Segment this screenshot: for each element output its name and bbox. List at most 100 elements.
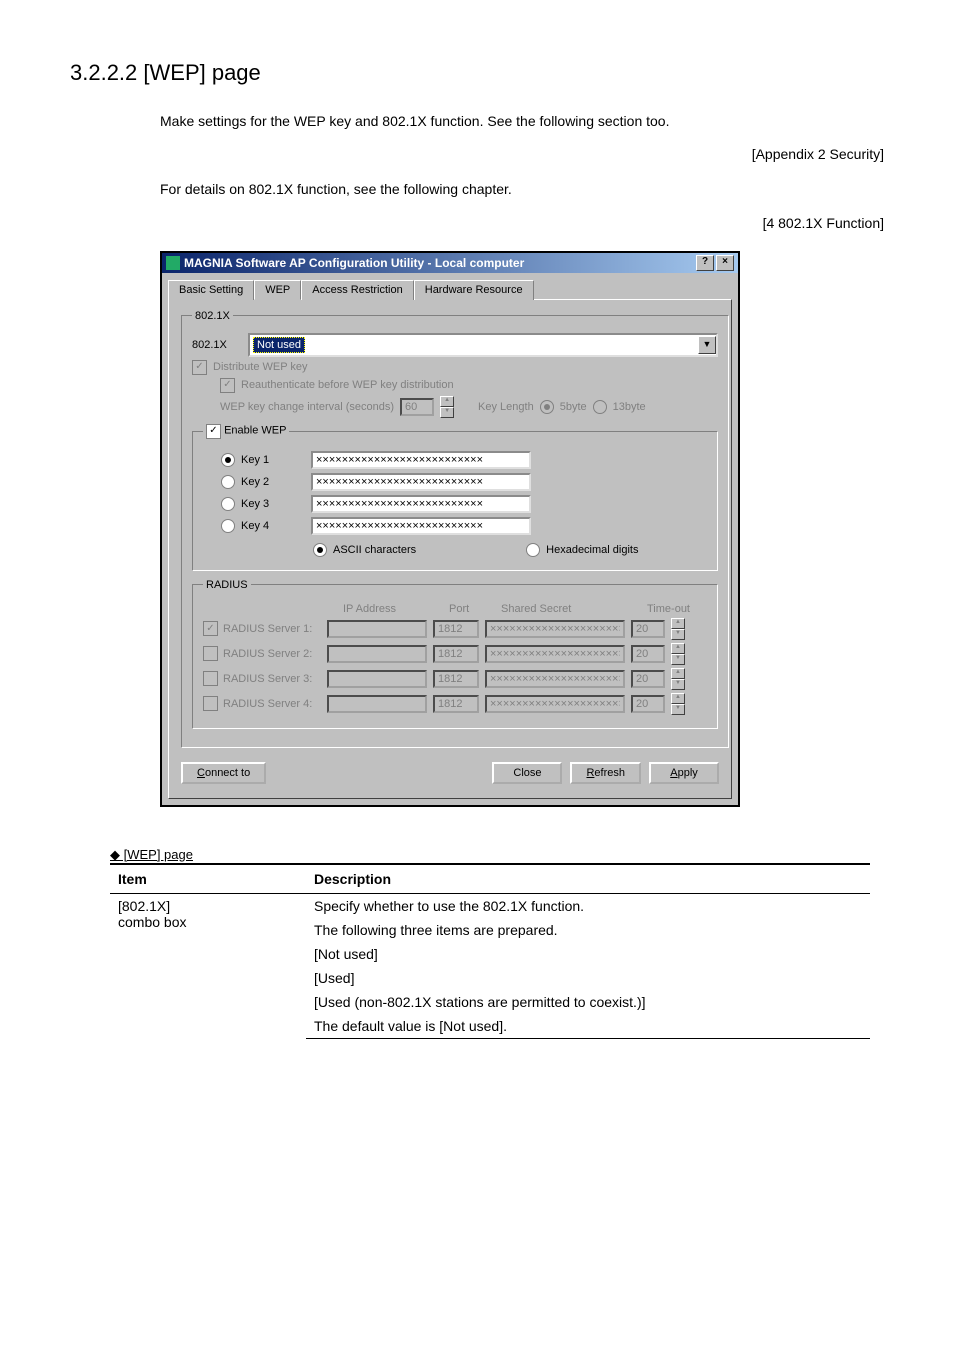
group-enable-wep: ✓ Enable WEP Key 1Key 2Key 3Key 4 ASCII … bbox=[192, 424, 718, 571]
spinner-radius-timeout-4: ▲▼ bbox=[671, 693, 685, 715]
legend-radius: RADIUS bbox=[203, 579, 251, 591]
col-item: Item bbox=[110, 864, 306, 894]
legend-8021x: 802.1X bbox=[192, 310, 233, 322]
radio-5byte bbox=[540, 400, 554, 414]
tab-access-restriction[interactable]: Access Restriction bbox=[301, 280, 413, 300]
close-icon[interactable]: × bbox=[716, 255, 734, 271]
checkbox-enable-wep[interactable]: ✓ bbox=[206, 424, 221, 439]
input-radius-ip-2 bbox=[327, 645, 427, 663]
spinner-radius-timeout-2: ▲▼ bbox=[671, 643, 685, 665]
table-caption: ◆ [WEP] page bbox=[110, 847, 884, 863]
input-radius-timeout-2 bbox=[631, 645, 665, 663]
help-button[interactable]: ? bbox=[696, 255, 714, 271]
label-hex: Hexadecimal digits bbox=[546, 544, 638, 556]
input-radius-timeout-3 bbox=[631, 670, 665, 688]
radius-row: RADIUS Server 4: ▲▼ bbox=[203, 693, 707, 715]
input-radius-secret-2 bbox=[485, 645, 625, 663]
input-radius-timeout-4 bbox=[631, 695, 665, 713]
radius-head-secret: Shared Secret bbox=[501, 603, 641, 615]
label-key-4: Key 4 bbox=[241, 520, 269, 532]
radio-13byte bbox=[593, 400, 607, 414]
input-radius-ip-1 bbox=[327, 620, 427, 638]
desc-line: [Not used] bbox=[306, 942, 870, 966]
label-keylen: Key Length bbox=[478, 401, 534, 413]
desc-line: The following three items are prepared. bbox=[306, 918, 870, 942]
wep-key-row: Key 4 bbox=[221, 517, 707, 535]
input-radius-port-4 bbox=[433, 695, 479, 713]
label-enable-wep: Enable WEP bbox=[224, 424, 286, 436]
wep-key-row: Key 2 bbox=[221, 473, 707, 491]
spinner-radius-timeout-1: ▲▼ bbox=[671, 618, 685, 640]
input-key-1[interactable] bbox=[311, 451, 531, 469]
legend-enable-wep: ✓ Enable WEP bbox=[203, 424, 289, 439]
radio-key-1[interactable] bbox=[221, 453, 235, 467]
label-reauth: Reauthenticate before WEP key distributi… bbox=[241, 379, 454, 391]
description-table: Item Description [802.1X]combo box Speci… bbox=[110, 863, 870, 1039]
input-radius-port-1 bbox=[433, 620, 479, 638]
col-desc: Description bbox=[306, 864, 870, 894]
label-radius-2: RADIUS Server 2: bbox=[223, 648, 312, 660]
radius-row: RADIUS Server 3: ▲▼ bbox=[203, 668, 707, 690]
input-interval bbox=[400, 398, 434, 416]
input-radius-port-2 bbox=[433, 645, 479, 663]
refresh-button[interactable]: Refresh bbox=[570, 762, 641, 784]
input-radius-ip-3 bbox=[327, 670, 427, 688]
apply-button[interactable]: Apply bbox=[649, 762, 719, 784]
tab-basic-setting[interactable]: Basic Setting bbox=[168, 280, 254, 300]
radius-head-port: Port bbox=[449, 603, 495, 615]
tab-wep[interactable]: WEP bbox=[254, 280, 301, 300]
radio-hex[interactable] bbox=[526, 543, 540, 557]
input-radius-secret-4 bbox=[485, 695, 625, 713]
label-radius-4: RADIUS Server 4: bbox=[223, 698, 312, 710]
desc-line: Specify whether to use the 802.1X functi… bbox=[306, 893, 870, 918]
tab-panel: 802.1X 802.1X Not used ▼ ✓ Distribute WE… bbox=[168, 299, 732, 799]
group-radius: RADIUS IP Address Port Shared Secret Tim… bbox=[192, 579, 718, 729]
radio-key-3[interactable] bbox=[221, 497, 235, 511]
ref-link-2: [4 802.1X Function] bbox=[70, 215, 884, 231]
label-key-2: Key 2 bbox=[241, 476, 269, 488]
intro-text-1: Make settings for the WEP key and 802.1X… bbox=[160, 110, 884, 132]
wep-key-row: Key 1 bbox=[221, 451, 707, 469]
input-radius-secret-3 bbox=[485, 670, 625, 688]
spinner-interval: ▲▼ bbox=[440, 396, 454, 418]
intro-text-2: For details on 802.1X function, see the … bbox=[160, 178, 884, 200]
input-key-4[interactable] bbox=[311, 517, 531, 535]
checkbox-radius-2 bbox=[203, 646, 218, 661]
radio-ascii[interactable] bbox=[313, 543, 327, 557]
close-button[interactable]: Close bbox=[492, 762, 562, 784]
label-5byte: 5byte bbox=[560, 401, 587, 413]
radio-key-4[interactable] bbox=[221, 519, 235, 533]
radio-key-2[interactable] bbox=[221, 475, 235, 489]
checkbox-radius-4 bbox=[203, 696, 218, 711]
checkbox-radius-3 bbox=[203, 671, 218, 686]
app-icon bbox=[166, 256, 180, 270]
label-radius-3: RADIUS Server 3: bbox=[223, 673, 312, 685]
group-8021x: 802.1X 802.1X Not used ▼ ✓ Distribute WE… bbox=[181, 310, 729, 748]
radius-row: ✓RADIUS Server 1:▲▼ bbox=[203, 618, 707, 640]
chevron-down-icon[interactable]: ▼ bbox=[698, 336, 716, 354]
label-distribute-wep: Distribute WEP key bbox=[213, 361, 308, 373]
window-title: MAGNIA Software AP Configuration Utility… bbox=[184, 256, 524, 270]
connect-to-button[interactable]: Connect to bbox=[181, 762, 266, 784]
combo-8021x-value: Not used bbox=[253, 337, 305, 353]
page-heading: 3.2.2.2 [WEP] page bbox=[70, 60, 884, 86]
radius-head-ip: IP Address bbox=[343, 603, 443, 615]
tab-hardware-resource[interactable]: Hardware Resource bbox=[414, 280, 534, 300]
label-key-3: Key 3 bbox=[241, 498, 269, 510]
label-key-1: Key 1 bbox=[241, 454, 269, 466]
desc-line: [Used (non-802.1X stations are permitted… bbox=[306, 990, 870, 1014]
input-radius-ip-4 bbox=[327, 695, 427, 713]
radius-headers: IP Address Port Shared Secret Time-out bbox=[343, 603, 707, 615]
ref-link-1: [Appendix 2 Security] bbox=[70, 146, 884, 162]
combo-8021x[interactable]: Not used ▼ bbox=[248, 333, 718, 357]
input-key-3[interactable] bbox=[311, 495, 531, 513]
desc-item: [802.1X]combo box bbox=[110, 893, 306, 1038]
tab-strip: Basic Setting WEP Access Restriction Har… bbox=[162, 273, 738, 299]
input-key-2[interactable] bbox=[311, 473, 531, 491]
input-radius-secret-1 bbox=[485, 620, 625, 638]
spinner-radius-timeout-3: ▲▼ bbox=[671, 668, 685, 690]
input-radius-timeout-1 bbox=[631, 620, 665, 638]
checkbox-reauth: ✓ bbox=[220, 378, 235, 393]
label-13byte: 13byte bbox=[613, 401, 646, 413]
wep-key-row: Key 3 bbox=[221, 495, 707, 513]
